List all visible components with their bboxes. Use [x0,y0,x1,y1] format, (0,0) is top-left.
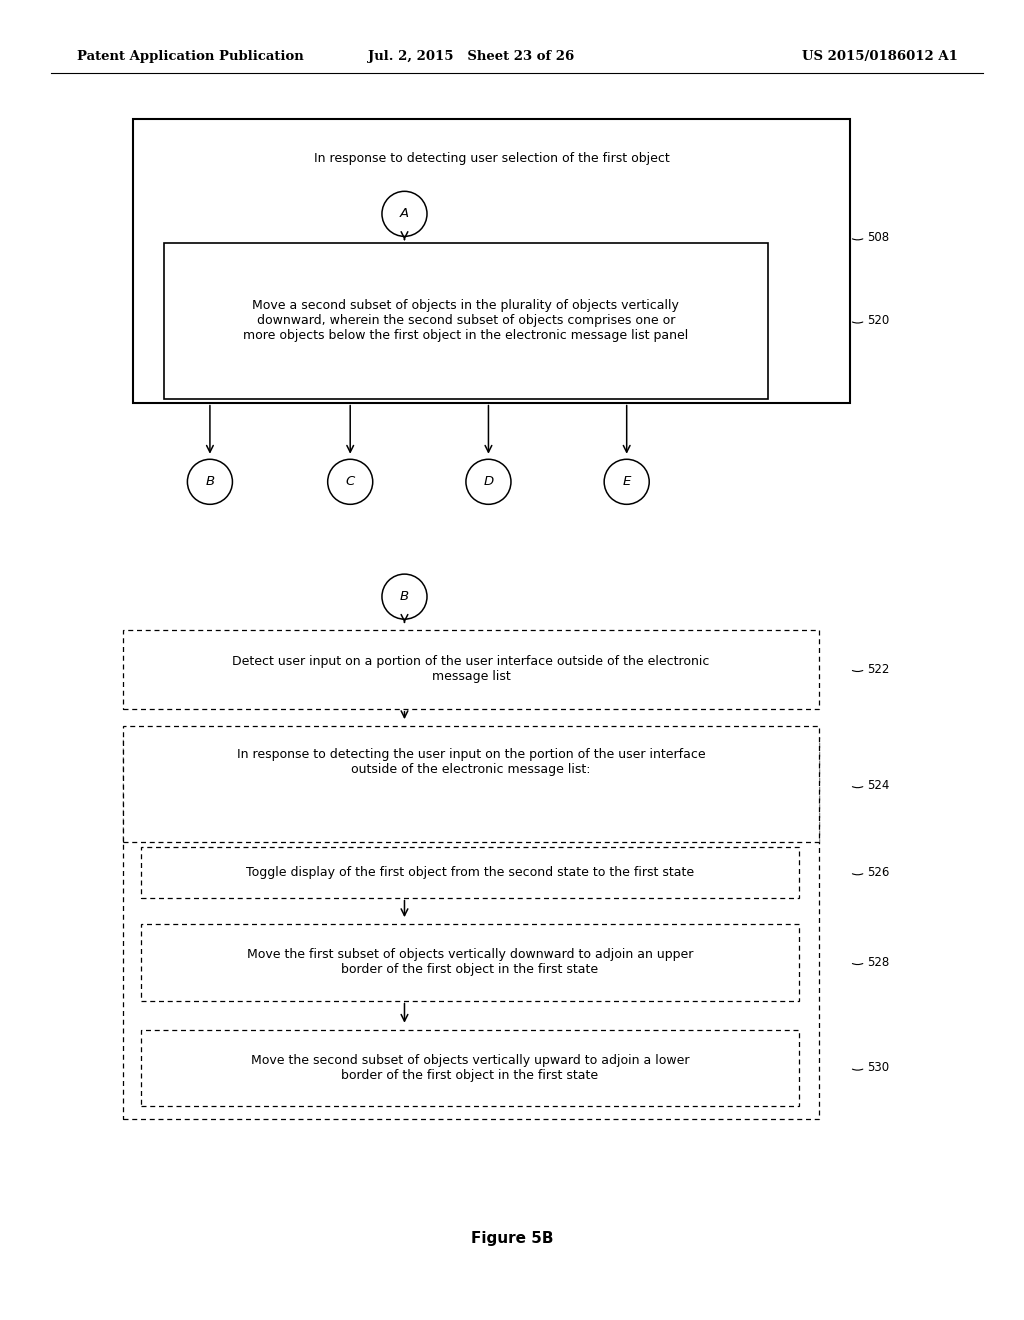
Text: 530: 530 [867,1061,890,1074]
Text: Move a second subset of objects in the plurality of objects vertically
downward,: Move a second subset of objects in the p… [244,300,688,342]
Bar [141,847,799,898]
Text: In response to detecting user selection of the first object: In response to detecting user selection … [313,152,670,165]
Bar [164,243,768,399]
Bar [133,119,850,403]
Ellipse shape [187,459,232,504]
Bar [123,726,819,842]
Text: Jul. 2, 2015   Sheet 23 of 26: Jul. 2, 2015 Sheet 23 of 26 [368,50,574,63]
Bar [123,630,819,709]
Text: Figure 5B: Figure 5B [471,1230,553,1246]
Text: A: A [400,207,409,220]
Text: E: E [623,475,631,488]
Text: 520: 520 [867,314,890,327]
Text: 522: 522 [867,663,890,676]
Bar [123,737,819,1119]
Text: Toggle display of the first object from the second state to the first state: Toggle display of the first object from … [246,866,694,879]
Text: 528: 528 [867,956,890,969]
Ellipse shape [328,459,373,504]
Text: In response to detecting the user input on the portion of the user interface
out: In response to detecting the user input … [237,747,706,776]
Text: D: D [483,475,494,488]
Text: B: B [400,590,409,603]
Text: Detect user input on a portion of the user interface outside of the electronic
m: Detect user input on a portion of the us… [232,655,710,684]
Text: US 2015/0186012 A1: US 2015/0186012 A1 [802,50,957,63]
Text: Move the first subset of objects vertically downward to adjoin an upper
border o: Move the first subset of objects vertica… [247,948,693,977]
Text: 526: 526 [867,866,890,879]
Text: B: B [206,475,214,488]
Text: 508: 508 [867,231,890,244]
Ellipse shape [466,459,511,504]
Ellipse shape [382,574,427,619]
Text: 524: 524 [867,779,890,792]
Ellipse shape [604,459,649,504]
Text: Patent Application Publication: Patent Application Publication [77,50,303,63]
Ellipse shape [382,191,427,236]
Text: Move the second subset of objects vertically upward to adjoin a lower
border of : Move the second subset of objects vertic… [251,1053,689,1082]
Bar [141,924,799,1001]
Bar [141,1030,799,1106]
Text: C: C [345,475,355,488]
